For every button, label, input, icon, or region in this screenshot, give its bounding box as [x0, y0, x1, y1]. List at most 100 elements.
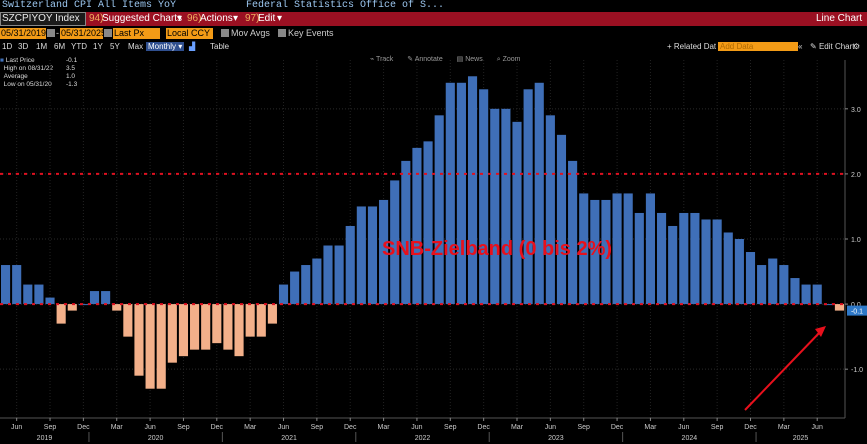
- bar: [645, 193, 655, 305]
- related-data-button[interactable]: + Related Dat: [667, 42, 717, 51]
- bar: [523, 89, 533, 305]
- x-tick-label: Dec: [77, 424, 90, 431]
- period-3d[interactable]: 3D: [18, 42, 29, 51]
- mov-avgs-checkbox[interactable]: [221, 29, 229, 37]
- bar: [1, 265, 11, 305]
- x-tick-label: Dec: [211, 424, 224, 431]
- last-value-box: [847, 305, 867, 316]
- bar: [401, 160, 411, 305]
- start-date-field[interactable]: 05/31/2019: [0, 28, 46, 39]
- bar: [479, 89, 489, 305]
- bar: [223, 304, 233, 350]
- bar: [790, 278, 800, 305]
- news-label: News: [465, 56, 483, 63]
- source-label: Federal Statistics Office of S...: [246, 0, 445, 11]
- settings-icon[interactable]: ⚙: [853, 42, 861, 51]
- bar: [601, 199, 611, 305]
- x-tick-label: Mar: [244, 424, 257, 431]
- bar: [679, 212, 689, 305]
- bar: [34, 284, 44, 305]
- zoom-tool[interactable]: ⌕ Zoom: [496, 56, 521, 63]
- key-events-checkbox[interactable]: [278, 29, 286, 37]
- x-tick-label: Jun: [278, 424, 289, 431]
- legend-last-label: Last Price: [5, 57, 35, 64]
- bar: [501, 108, 511, 305]
- x-tick-label: Dec: [344, 424, 357, 431]
- bar: [379, 199, 389, 305]
- key-events-label[interactable]: Key Events: [288, 28, 334, 38]
- bar: [612, 193, 622, 305]
- period-5y[interactable]: 5Y: [110, 42, 120, 51]
- chart-axes: -1.0 0.0 1.0 2.0 3.0 Jun Sep Dec Mar Jun Sep Dec Mar…: [0, 60, 863, 442]
- chart-toolbar: ⌁ Track ✎ Annotate ▤ News ⌕ Zoom: [370, 55, 532, 64]
- edit-menu[interactable]: Edit: [258, 13, 276, 24]
- news-tool[interactable]: ▤ News: [456, 56, 483, 63]
- bar: [56, 304, 66, 324]
- bar: [256, 304, 266, 337]
- bar: [490, 108, 500, 305]
- period-max[interactable]: Max: [128, 42, 144, 51]
- period-ytd[interactable]: YTD: [71, 42, 87, 51]
- bar: [267, 304, 277, 324]
- bar: [534, 82, 544, 305]
- annotation-arrow: [744, 326, 826, 411]
- period-1d[interactable]: 1D: [2, 42, 13, 51]
- annotate-tool[interactable]: ✎ Annotate: [407, 56, 443, 63]
- bar: [78, 304, 88, 306]
- calendar-icon[interactable]: [104, 29, 112, 37]
- period-1y[interactable]: 1Y: [93, 42, 103, 51]
- x-year-label: 2023: [548, 435, 564, 442]
- x-tick-label: Dec: [477, 424, 490, 431]
- y-tick-label: 0.0: [851, 302, 861, 309]
- bar: [723, 232, 733, 305]
- bar: [779, 265, 789, 305]
- price-field-select[interactable]: Last Px: [113, 28, 160, 39]
- suggested-charts-menu[interactable]: Suggested Charts: [102, 13, 183, 24]
- period-1m[interactable]: 1M: [36, 42, 48, 51]
- x-year-label: 2019: [37, 435, 53, 442]
- chevron-down-icon[interactable]: ▾: [177, 13, 183, 24]
- bar: [668, 225, 678, 305]
- last-value-text: -0.1: [851, 309, 863, 316]
- frequency-select[interactable]: Monthly ▾: [146, 42, 185, 51]
- bar: [445, 82, 455, 305]
- chevron-down-icon[interactable]: ▾: [277, 13, 283, 24]
- x-tick-label: Dec: [744, 424, 757, 431]
- chevron-down-icon[interactable]: ▾: [233, 13, 239, 24]
- end-date-field[interactable]: 05/31/2025: [60, 28, 103, 39]
- track-tool[interactable]: ⌁ Track: [370, 56, 394, 63]
- x-tick-label: Jun: [545, 424, 556, 431]
- x-tick-label: Mar: [644, 424, 657, 431]
- bar: [212, 304, 222, 344]
- period-6m[interactable]: 6M: [54, 42, 66, 51]
- collapse-icon[interactable]: «: [798, 42, 803, 51]
- currency-select[interactable]: Local CCY: [166, 28, 213, 39]
- x-tick-label: Mar: [111, 424, 124, 431]
- x-tick-label: Mar: [778, 424, 791, 431]
- legend-high-label: High on 08/31/22: [3, 65, 54, 72]
- mov-avgs-label[interactable]: Mov Avgs: [231, 28, 270, 38]
- last-value-tag: -0.1: [847, 305, 867, 316]
- arrow-shaft: [744, 329, 823, 411]
- actions-menu[interactable]: Actions: [200, 13, 233, 24]
- x-tick-label: Jun: [11, 424, 22, 431]
- table-button[interactable]: Table: [210, 42, 230, 51]
- calendar-icon[interactable]: [47, 29, 55, 37]
- add-data-input[interactable]: Add Data: [718, 42, 798, 51]
- x-tick-label: Sep: [177, 424, 190, 431]
- period-bar: 1D 3D 1M 6M YTD 1Y 5Y Max Monthly ▾ ▟ Ta…: [0, 41, 867, 52]
- bar: [556, 134, 567, 305]
- reference-lines: [0, 172, 845, 306]
- ticker-field[interactable]: SZCPIYOY Index: [0, 12, 86, 26]
- bar: [623, 193, 633, 305]
- bar: [123, 304, 133, 337]
- bar: [712, 219, 722, 305]
- chart-style-icon[interactable]: ▟: [189, 42, 196, 51]
- legend-high-value: 3.5: [66, 65, 76, 72]
- edit-chart-button[interactable]: ✎ Edit Chart: [810, 42, 855, 51]
- x-tick-label: Jun: [144, 424, 155, 431]
- bar: [434, 115, 444, 305]
- bar: [245, 304, 255, 337]
- bar: [112, 304, 122, 311]
- x-year-label: 2024: [682, 435, 698, 442]
